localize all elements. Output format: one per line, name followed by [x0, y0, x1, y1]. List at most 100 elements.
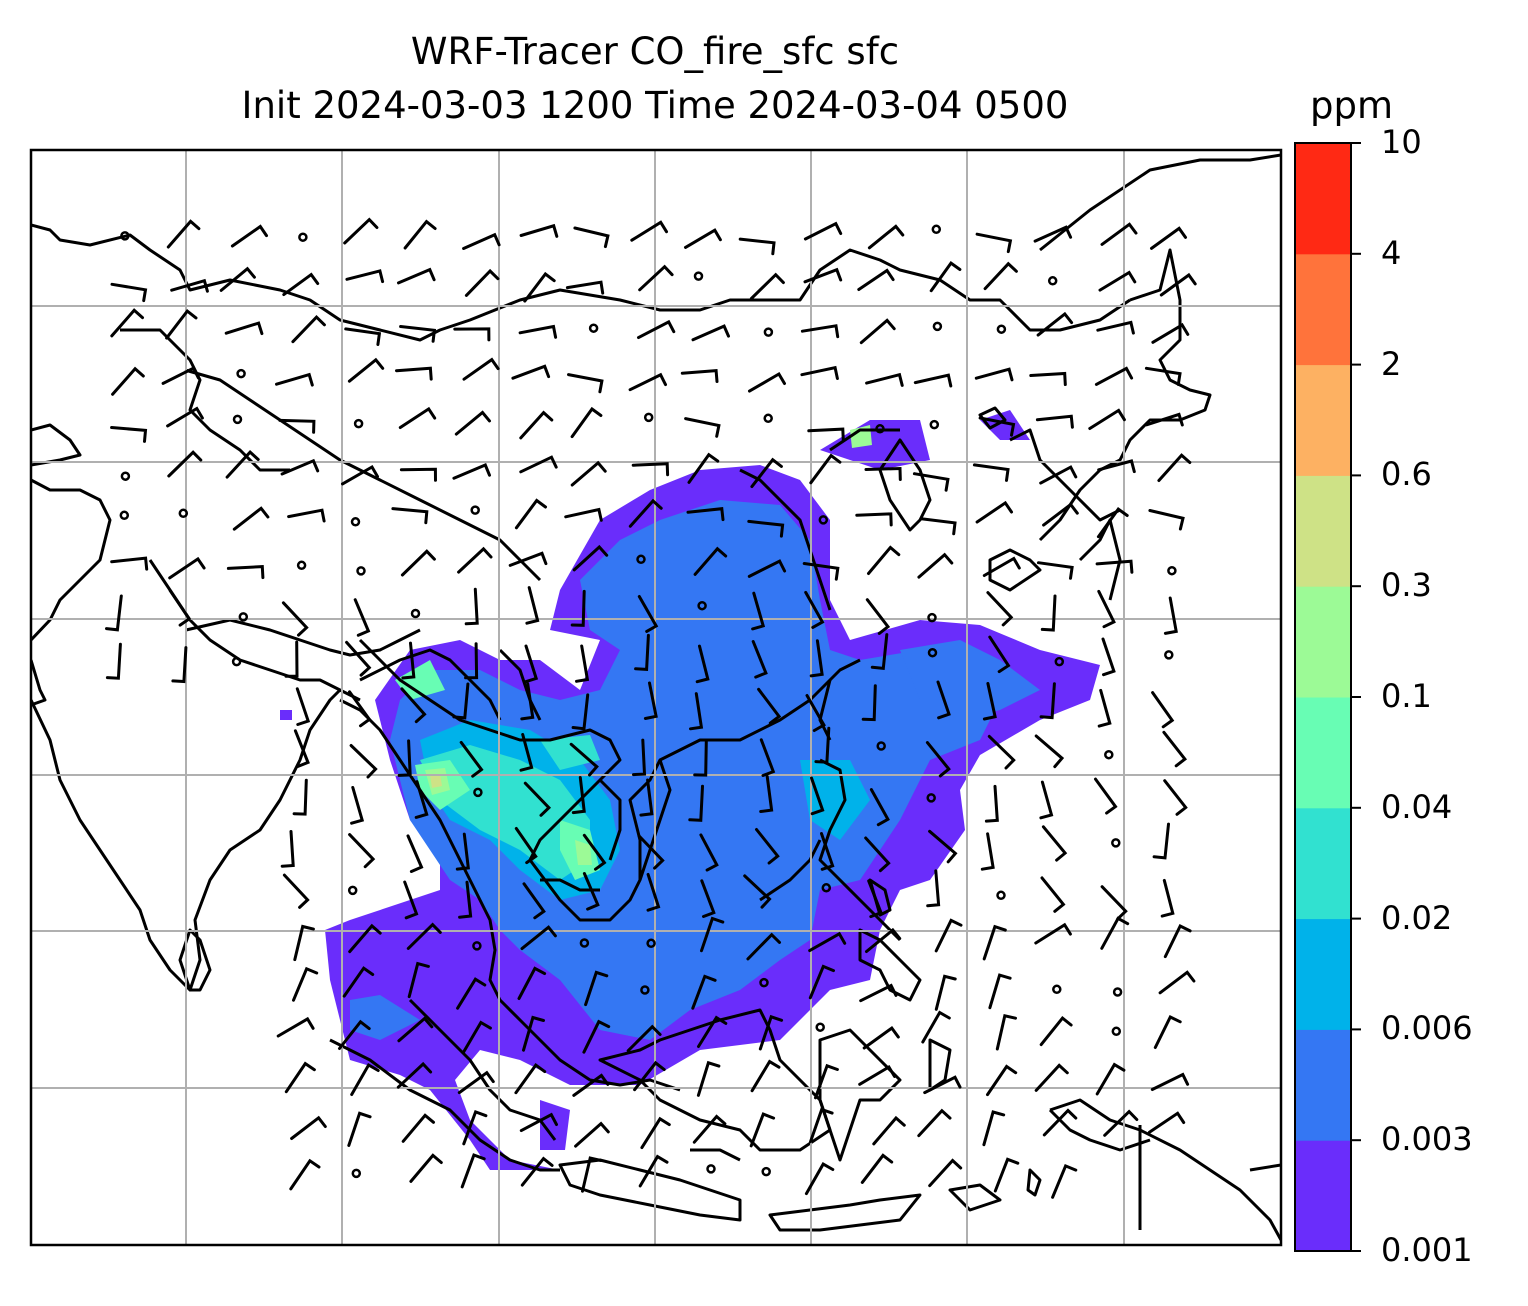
wind-barb	[520, 682, 535, 721]
colorbar-swatch	[1295, 364, 1351, 476]
wind-barb	[1094, 366, 1134, 386]
wind-barb	[462, 1109, 488, 1146]
wind-barb	[748, 371, 786, 393]
wind-barb	[564, 507, 603, 522]
wind-barbs	[105, 217, 1197, 1199]
wind-barb	[225, 449, 260, 479]
colorbar-tick-label: 0.04	[1381, 787, 1453, 826]
wind-barb	[230, 224, 268, 248]
calm-wind-marker	[1112, 987, 1123, 997]
wind-barb	[290, 1115, 327, 1140]
wind-barb	[401, 1113, 435, 1143]
wind-barb	[397, 739, 412, 777]
wind-barb	[858, 1064, 896, 1086]
wind-barb	[582, 1019, 611, 1054]
wind-barb	[403, 880, 419, 920]
wind-barb	[633, 1060, 666, 1092]
wind-barb	[161, 366, 200, 385]
wind-barb	[105, 642, 122, 680]
wind-barb	[808, 931, 847, 953]
calm-wind-marker	[636, 554, 646, 565]
wind-barb	[749, 1112, 776, 1148]
wind-barb	[165, 308, 198, 340]
wind-barb	[280, 830, 295, 868]
wind-barb	[105, 594, 123, 632]
wind-barb	[750, 1059, 781, 1093]
colorbar-tick-label: 0.006	[1381, 1009, 1473, 1048]
wind-barb	[293, 729, 310, 768]
wind-barb	[110, 426, 148, 443]
wind-barb	[1163, 923, 1192, 959]
wind-barb	[983, 261, 1018, 291]
wind-barb	[696, 1060, 721, 1097]
wind-barb	[684, 417, 721, 438]
wind-barb	[803, 267, 843, 284]
gridlines	[31, 150, 1281, 1245]
wind-barb	[925, 741, 951, 778]
wind-barb	[803, 221, 843, 241]
wind-barb	[743, 874, 772, 909]
wind-barb	[691, 324, 730, 342]
wind-barb	[1034, 1063, 1069, 1092]
wind-barb	[982, 556, 1021, 577]
wind-barb	[628, 498, 663, 528]
wind-barb	[452, 463, 491, 480]
colorbar-swatch	[1295, 475, 1351, 587]
wind-barb	[167, 450, 203, 478]
wind-barb	[514, 827, 538, 865]
wind-barb	[350, 786, 365, 825]
wind-barb	[688, 784, 704, 822]
wind-barb	[572, 544, 609, 572]
colorbar-swatch	[1295, 586, 1351, 698]
calm-wind-marker	[761, 1166, 771, 1177]
wind-barb	[747, 559, 787, 578]
calm-wind-marker	[876, 741, 886, 751]
wind-barb	[395, 366, 433, 381]
colorbar-tick-label: 0.001	[1381, 1231, 1473, 1269]
wind-barb	[572, 1073, 610, 1097]
calm-wind-marker	[120, 471, 131, 481]
calm-wind-marker	[927, 647, 938, 658]
calm-wind-marker	[932, 321, 943, 332]
wind-barb	[986, 591, 1014, 627]
map-frame	[29, 148, 1283, 1247]
calm-wind-marker	[697, 600, 707, 611]
calm-wind-marker	[996, 324, 1007, 334]
wind-barb	[514, 498, 547, 530]
wind-barb	[464, 587, 479, 626]
wind-barb	[1151, 322, 1190, 344]
wind-barb	[637, 834, 665, 870]
wind-barb	[929, 261, 962, 293]
wind-barb	[110, 282, 148, 303]
wind-barb	[865, 598, 891, 635]
wind-barb	[917, 1108, 952, 1138]
wind-barb	[275, 372, 314, 387]
wind-barb	[462, 357, 500, 381]
calm-wind-marker	[588, 323, 599, 333]
wind-barb	[347, 1111, 372, 1147]
wind-barb	[1097, 589, 1116, 629]
colorbar-swatch	[1295, 807, 1351, 920]
wind-barb	[814, 1063, 839, 1100]
calm-wind-marker	[410, 608, 421, 619]
calm-wind-marker	[821, 883, 832, 893]
calm-wind-marker	[1104, 749, 1114, 760]
colorbar-tick-label: 4	[1381, 233, 1402, 272]
wind-barb	[407, 961, 430, 999]
wind-barb	[1094, 777, 1118, 815]
map-title-line-2: Init 2024-03-03 1200 Time 2024-03-04 050…	[241, 84, 1069, 127]
wind-barb	[867, 224, 905, 250]
wind-barb	[646, 872, 661, 912]
wind-barb	[800, 324, 840, 339]
wind-barb	[398, 406, 437, 429]
wind-barb	[987, 734, 1016, 770]
wind-barb	[282, 873, 310, 909]
wind-barb	[628, 372, 667, 392]
wind-barb	[347, 357, 385, 383]
wind-barb	[809, 639, 824, 678]
colorbar-tick-label: 0.3	[1381, 566, 1432, 605]
wind-barb	[278, 418, 316, 434]
wind-barb	[1051, 1163, 1078, 1199]
wind-barb	[921, 1010, 951, 1044]
calm-wind-marker	[643, 412, 654, 423]
